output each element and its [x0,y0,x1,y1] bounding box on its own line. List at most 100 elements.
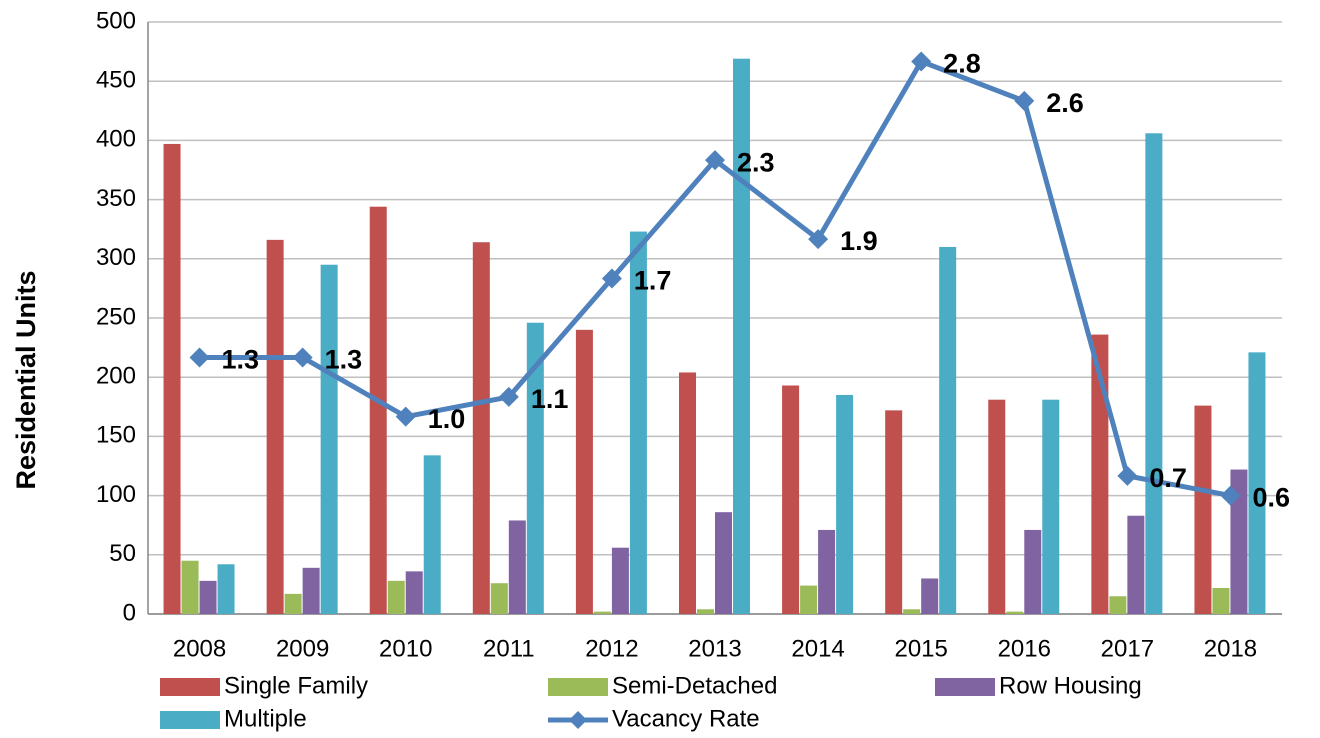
bar [836,394,854,614]
bar [988,399,1006,614]
data-label: 0.7 [1149,463,1187,493]
x-tick-label: 2015 [894,635,947,662]
line-marker [498,386,519,407]
x-tick-label: 2014 [791,635,844,662]
data-label: 1.0 [428,404,466,434]
bar [369,206,387,615]
bar [387,580,405,614]
bar [302,567,320,614]
data-label: 0.6 [1252,483,1290,513]
y-tick-label: 150 [96,422,136,449]
bar [1042,399,1060,614]
legend-label: Single Family [224,672,368,699]
data-label: 1.3 [222,345,260,375]
x-tick-label: 2010 [379,635,432,662]
line [199,58,1231,499]
x-tick-label: 2008 [173,635,226,662]
x-tick-label: 2013 [688,635,741,662]
line-marker [1117,465,1138,486]
bar [885,410,903,614]
data-label: 2.8 [943,49,981,79]
line-marker [1220,485,1241,506]
data-label: 1.1 [531,384,569,414]
bar [818,529,836,614]
bar [782,385,800,614]
bar [1091,334,1109,614]
legend-swatch [569,711,587,729]
bar [284,593,302,614]
bar [593,611,611,614]
x-tick-label: 2011 [483,635,535,662]
bar [266,239,284,614]
line-marker [601,268,622,289]
legend-label: Semi-Detached [612,672,777,699]
bar [163,143,181,614]
bar [611,547,629,614]
line-marker [911,51,932,72]
y-tick-label: 300 [96,244,136,271]
bar [1127,515,1145,614]
line-marker [1014,90,1035,111]
line-marker [395,406,416,427]
y-tick-label: 500 [96,7,136,34]
y-tick-label: 100 [96,481,136,508]
legend-swatch [160,711,220,729]
bar [575,329,593,614]
y-axis-label: Residential Units [11,270,41,489]
bar [1109,596,1127,614]
bar [508,520,526,614]
bar [1024,529,1042,614]
y-tick-label: 0 [123,599,136,626]
bar [1248,352,1266,614]
x-tick-label: 2009 [276,635,329,662]
bar [697,609,714,614]
y-tick-label: 350 [96,185,136,212]
bar [800,585,818,614]
x-tick-label: 2018 [1204,635,1257,662]
legend-swatch [548,678,608,696]
legend-swatch [935,678,995,696]
bar [472,242,490,614]
bar [1194,405,1212,614]
bar [199,580,217,614]
y-tick-label: 250 [96,303,136,330]
x-tick-label: 2017 [1101,635,1154,662]
data-label: 1.3 [325,345,363,375]
bar [921,578,939,614]
y-tick-label: 400 [96,126,136,153]
x-tick-label: 2012 [585,635,638,662]
bar [1212,587,1230,614]
line-marker [705,150,725,171]
bar [629,231,647,614]
bar [903,609,921,614]
bar [733,58,750,615]
y-tick-label: 450 [96,67,136,94]
data-label: 1.7 [634,266,672,296]
line-marker [808,229,829,250]
line-marker [189,347,210,368]
legend-swatch [160,678,220,696]
bar [939,246,957,614]
line-marker [292,347,313,368]
bar [1006,611,1024,614]
bar [490,583,508,614]
bar [181,560,199,614]
bar [405,571,423,614]
bar [526,322,544,614]
legend-label: Multiple [224,705,307,732]
bar [423,455,441,614]
y-tick-label: 200 [96,363,136,390]
bar [1230,469,1248,614]
data-label: 2.6 [1046,88,1084,118]
x-tick-label: 2016 [998,635,1051,662]
data-label: 2.3 [737,147,775,177]
bar [715,512,732,614]
bar [217,564,235,614]
bar [679,372,696,614]
bar [1145,133,1163,614]
legend-label: Row Housing [999,672,1142,699]
legend-label: Vacancy Rate [612,705,760,732]
y-tick-label: 50 [109,540,136,567]
data-label: 1.9 [840,226,878,256]
